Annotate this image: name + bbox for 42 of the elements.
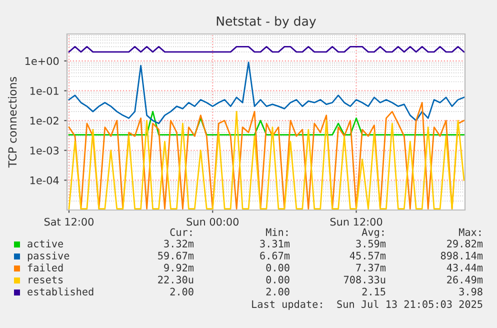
text: 0.00 — [266, 264, 290, 272]
text: 2.00 — [266, 288, 290, 296]
text: 45.57m — [350, 252, 386, 260]
legend-label: established — [28, 288, 94, 296]
legend-label: resets — [28, 276, 63, 284]
text: 2.00 — [170, 288, 194, 296]
x-tick-label: Sat 12:00 — [44, 218, 94, 226]
text: 9.92m — [164, 264, 194, 272]
x-tick-label: Sun 00:00 — [186, 218, 239, 226]
text: 26.49m — [447, 276, 483, 284]
y-tick-label: 1e-01 — [30, 86, 58, 95]
line-series — [68, 110, 465, 136]
y-tick-label: 1e+00 — [25, 57, 59, 66]
y-tick-label: 1e-03 — [30, 146, 59, 154]
text: Avg: — [362, 228, 384, 238]
text: 0.00 — [266, 276, 290, 284]
text: 708.33u — [344, 276, 386, 284]
line-series — [68, 62, 465, 124]
text: 898.14m — [440, 252, 483, 260]
legend-label: active — [28, 240, 64, 248]
text: 43.44m — [446, 264, 483, 272]
text: 22.30u — [158, 276, 194, 284]
text: Min: — [266, 228, 288, 236]
text: 29.82m — [447, 240, 483, 248]
text: 3.32m — [164, 240, 194, 248]
chart-title: Netstat - by day — [216, 16, 316, 28]
text: 3.31m — [260, 240, 290, 248]
y-tick-label: 1e-02 — [30, 116, 58, 125]
text: Cur: — [170, 228, 192, 236]
legend-label: passive — [28, 252, 70, 262]
text: 3.59m — [356, 240, 386, 248]
y-tick-label: 1e-04 — [30, 176, 59, 184]
text: 7.37m — [356, 264, 386, 272]
text: Last update: Sun Jul 13 21:05:03 2025 — [252, 300, 482, 310]
text: 59.67m — [158, 252, 194, 260]
x-tick-label: Sun 12:00 — [330, 218, 382, 226]
text: Max: — [459, 228, 481, 236]
text: 3.98 — [459, 288, 482, 296]
text: 6.67m — [260, 252, 290, 260]
legend-label: failed — [28, 264, 63, 272]
y-axis-title: TCP connections — [8, 76, 17, 168]
text: 2.15 — [362, 288, 386, 296]
